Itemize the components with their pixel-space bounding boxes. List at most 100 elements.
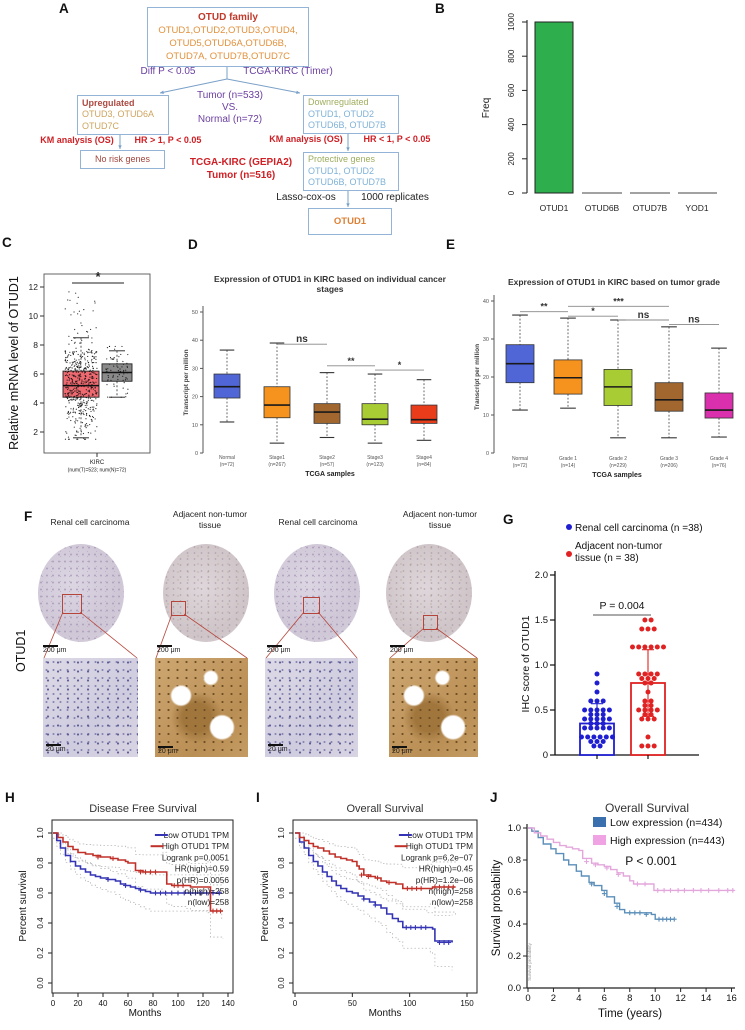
y-tick-label: 1.0 xyxy=(36,827,45,839)
y-tick-label: 4 xyxy=(33,398,38,408)
ihc-dot xyxy=(648,712,654,717)
x-category-label: KIRC xyxy=(90,460,105,466)
panel-g-chart: Renal cell carcinoma (n =38) Adjacent non… xyxy=(520,523,703,761)
km-curve-low xyxy=(528,827,675,920)
legend-line: p(HR)=1.2e−06 xyxy=(416,875,474,885)
legend-line: Logrank p=6.2e−07 xyxy=(401,852,473,862)
legend-line: n(high)=258 xyxy=(428,886,473,896)
node-title: OTUD family xyxy=(197,12,258,23)
x-category-label: OTUD6B xyxy=(585,203,620,213)
ihc-dot xyxy=(600,707,606,713)
x-category-n: (n=123) xyxy=(366,462,384,468)
y-tick-label: 1.0 xyxy=(508,823,521,834)
flowchart-label-normal-n: Normal (n=72) xyxy=(197,114,263,125)
ihc-dot xyxy=(645,716,651,722)
flowchart-label-km-right: KM analysis (OS) xyxy=(269,134,343,144)
box-normal xyxy=(505,344,535,384)
y-tick-label: 0.0 xyxy=(277,977,286,989)
flowchart-label-hr-right: HR < 1, P < 0.05 xyxy=(363,134,431,144)
flowchart-node-otud-family: OTUD family OTUD1,OTUD2,OTUD3,OTUD4, OTU… xyxy=(147,7,309,67)
node-gene-line: OTUD5,OTUD6A,OTUD6B, xyxy=(169,38,287,49)
chart-title: Overall Survival xyxy=(346,803,423,815)
km-curve-high xyxy=(295,832,456,890)
panel-c-chart: 2 4 6 8 10 12 Relative mRNA level of OTUD1 * KIR… xyxy=(7,269,151,474)
ihc-dot xyxy=(591,743,597,749)
y-tick-label: 40 xyxy=(483,299,489,305)
panel-label-d: D xyxy=(188,237,198,252)
ihc-dot xyxy=(648,671,654,677)
legend-dot-nontumor xyxy=(566,551,572,557)
y-tick-label: 40 xyxy=(192,338,198,344)
node-title: Downregulated xyxy=(308,97,369,108)
tissue-core-image xyxy=(386,544,472,642)
box-grade-2 xyxy=(603,368,633,406)
ihc-dot xyxy=(597,734,603,740)
x-tick-label: 150 xyxy=(460,999,474,1008)
scale-label-20um: 20 μm xyxy=(392,748,412,755)
significance-label: ns xyxy=(688,315,700,326)
y-axis-label: IHC score of OTUD1 xyxy=(520,615,532,712)
x-tick-label: 0 xyxy=(525,993,530,1004)
x-axis-label: Months xyxy=(369,1008,402,1019)
x-tick-label: 4 xyxy=(576,993,581,1004)
scale-label-20um: 20 μm xyxy=(46,746,66,753)
node-gene-line: OTUD7A, OTUD7B,OTUD7C xyxy=(165,51,291,62)
x-axis-label: TCGA samples xyxy=(592,472,642,479)
ihc-zoom-image xyxy=(265,658,358,757)
x-category-n: (n=72) xyxy=(220,462,235,468)
flowchart-label-lasso: Lasso-cox-os xyxy=(276,192,336,203)
y-tick-label: 0 xyxy=(486,451,489,457)
ihc-dot xyxy=(594,707,600,713)
ihc-dot xyxy=(648,644,654,650)
y-tick-label: 0.0 xyxy=(508,983,521,994)
box-tumor xyxy=(62,370,100,398)
freq-bar-otud1 xyxy=(534,21,574,194)
y-tick-label: 0.2 xyxy=(277,947,286,959)
x-tick-label: 14 xyxy=(701,993,712,1004)
panel-label-g: G xyxy=(503,512,514,527)
ihc-zoom-image xyxy=(43,658,138,757)
y-tick-label: 0.4 xyxy=(508,919,521,930)
panel-label-j: J xyxy=(490,790,498,805)
significance-label: *** xyxy=(613,296,624,306)
legend-line: Low OTUD1 TPM xyxy=(408,830,473,840)
y-tick-label: 200 xyxy=(507,152,516,166)
ihc-dot xyxy=(636,644,642,650)
node-title: Upregulated xyxy=(82,97,135,108)
ihc-dot xyxy=(648,698,654,704)
inset-marker xyxy=(62,594,82,614)
ihc-dot xyxy=(648,703,654,708)
box-grade-3 xyxy=(654,382,684,412)
ihc-dot xyxy=(594,680,600,686)
ihc-dot xyxy=(651,716,657,722)
x-tick-label: 140 xyxy=(221,999,235,1008)
y-tick-label: 0.6 xyxy=(36,887,45,899)
ihc-dot xyxy=(642,617,648,623)
p-value-label: P < 0.001 xyxy=(625,854,677,868)
node-gene-line: OTUD1,OTUD2,OTUD3,OTUD4, xyxy=(158,25,298,36)
x-axis-label: TCGA samples xyxy=(305,471,355,478)
p-value-label: P = 0.004 xyxy=(599,600,644,612)
x-category-n: (n=229) xyxy=(609,463,627,469)
box-stage3 xyxy=(361,403,389,426)
panel-g-legend: Renal cell carcinoma (n =38) Adjacent non… xyxy=(566,523,703,564)
legend-line: High expression (n=443) xyxy=(610,835,725,847)
y-tick-label: 0 xyxy=(195,451,198,457)
flowchart-label-replicates: 1000 replicates xyxy=(361,192,429,203)
ihc-dot xyxy=(636,707,642,713)
ihc-dot xyxy=(630,644,635,650)
x-category-label: OTUD7B xyxy=(633,203,668,213)
flowchart-node-no-risk-genes: No risk genes xyxy=(80,150,165,169)
ihc-dot xyxy=(606,725,612,731)
inset-marker xyxy=(423,615,438,630)
x-tick-label: 2 xyxy=(551,993,556,1004)
ihc-column-title: Renal cell carcinoma xyxy=(278,517,358,527)
y-tick-label: 6 xyxy=(33,369,38,379)
x-category-label: Stage3 xyxy=(367,455,383,461)
y-tick-label: 20 xyxy=(483,375,489,381)
ihc-dot xyxy=(585,734,591,740)
ihc-dot xyxy=(600,698,606,704)
y-axis-label: Transcript per million xyxy=(183,349,190,415)
y-tick-label: 30 xyxy=(192,366,198,372)
flowchart-label-gepia: TCGA-KIRC (GEPIA2) xyxy=(189,157,293,168)
